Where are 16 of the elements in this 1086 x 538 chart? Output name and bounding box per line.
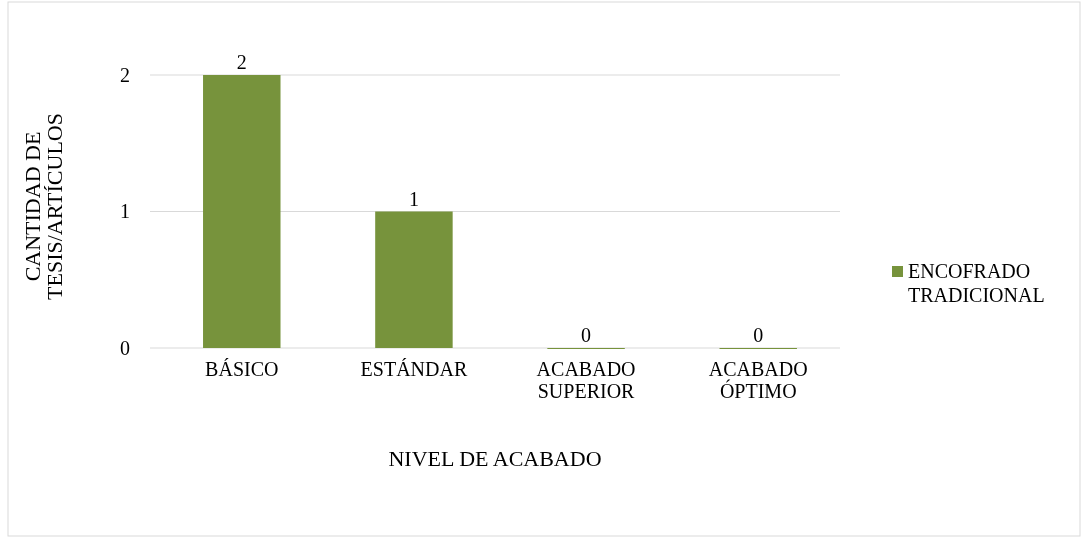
data-label: 2	[236, 51, 247, 73]
y-tick-label: 2	[120, 63, 130, 86]
y-tick-label: 1	[120, 200, 130, 223]
x-tick-label: ESTÁNDAR	[360, 358, 468, 380]
data-label: 0	[753, 324, 764, 346]
bar	[203, 75, 281, 348]
legend-label: ENCOFRADO TRADICIONAL	[908, 260, 1045, 306]
bar	[375, 211, 453, 348]
x-tick-label: ACABADO SUPERIOR	[536, 358, 636, 402]
x-tick-label: ACABADO ÓPTIMO	[708, 358, 808, 402]
x-tick-label: BÁSICO	[205, 358, 279, 380]
data-label: 0	[581, 324, 592, 346]
y-axis-title: CANTIDAD DE TESIS/ARTÍCULOS	[20, 113, 67, 300]
data-label: 1	[408, 187, 419, 210]
y-tick-label: 0	[120, 336, 130, 359]
x-axis-title: NIVEL DE ACABADO	[388, 446, 602, 471]
